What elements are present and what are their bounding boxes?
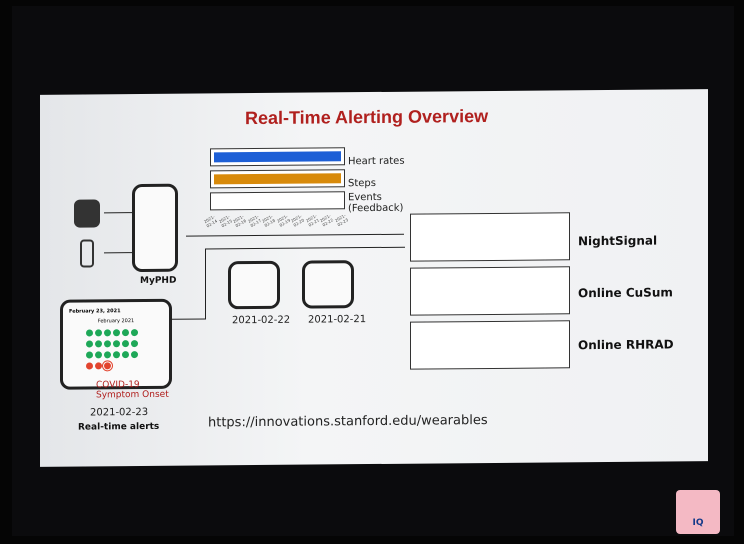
- calendar-grid: [69, 328, 163, 373]
- logo-text: IQ: [692, 518, 704, 528]
- method-label: NightSignal: [578, 233, 658, 249]
- phone-date: 2021-02-22: [232, 314, 291, 327]
- online-cusum-chart: [410, 266, 570, 316]
- app-name: MyPHD: [140, 275, 177, 287]
- symptom-onset-annotation: COVID-19 Symptom Onset: [96, 380, 169, 401]
- heart-rate-chart: [210, 147, 345, 167]
- nightsignal-chart: [410, 212, 570, 262]
- slide: Real-Time Alerting Overview MyPHD Heart …: [40, 89, 708, 467]
- steps-chart: [210, 169, 345, 189]
- events-chart: [210, 191, 345, 211]
- url-link[interactable]: https://innovations.stanford.edu/wearabl…: [208, 413, 488, 431]
- myphd-phone: [132, 183, 178, 273]
- method-label: Online RHRAD: [578, 337, 674, 353]
- alert-date: 2021-02-23: [90, 406, 149, 419]
- online-rhrad-chart: [410, 320, 570, 370]
- calendar-month: February 2021: [97, 318, 135, 325]
- slide-title: Real-Time Alerting Overview: [245, 106, 489, 129]
- alert-caption: Real-time alerts: [78, 421, 160, 433]
- fitness-band-icon: [80, 239, 94, 268]
- signal-label: Steps: [348, 177, 376, 190]
- alert-phone: February 23, 2021 February 2021: [60, 298, 172, 390]
- calendar-header: February 23, 2021: [69, 308, 121, 315]
- signal-label: Heart rates: [348, 155, 405, 168]
- event-date-axis: 2021-02-14 2021-02-15 2021-02-16 2021-02-17…: [203, 212, 350, 229]
- smartwatch-icon: [74, 199, 100, 228]
- phone-2021-02-21: [302, 260, 354, 309]
- method-label: Online CuSum: [578, 285, 673, 301]
- phone-2021-02-22: [228, 260, 280, 310]
- signal-label: Events (Feedback): [348, 191, 404, 215]
- watermark-logo: IQ: [676, 490, 720, 534]
- phone-date: 2021-02-21: [308, 314, 367, 326]
- event-date-tick: 2021-02-23: [333, 212, 349, 228]
